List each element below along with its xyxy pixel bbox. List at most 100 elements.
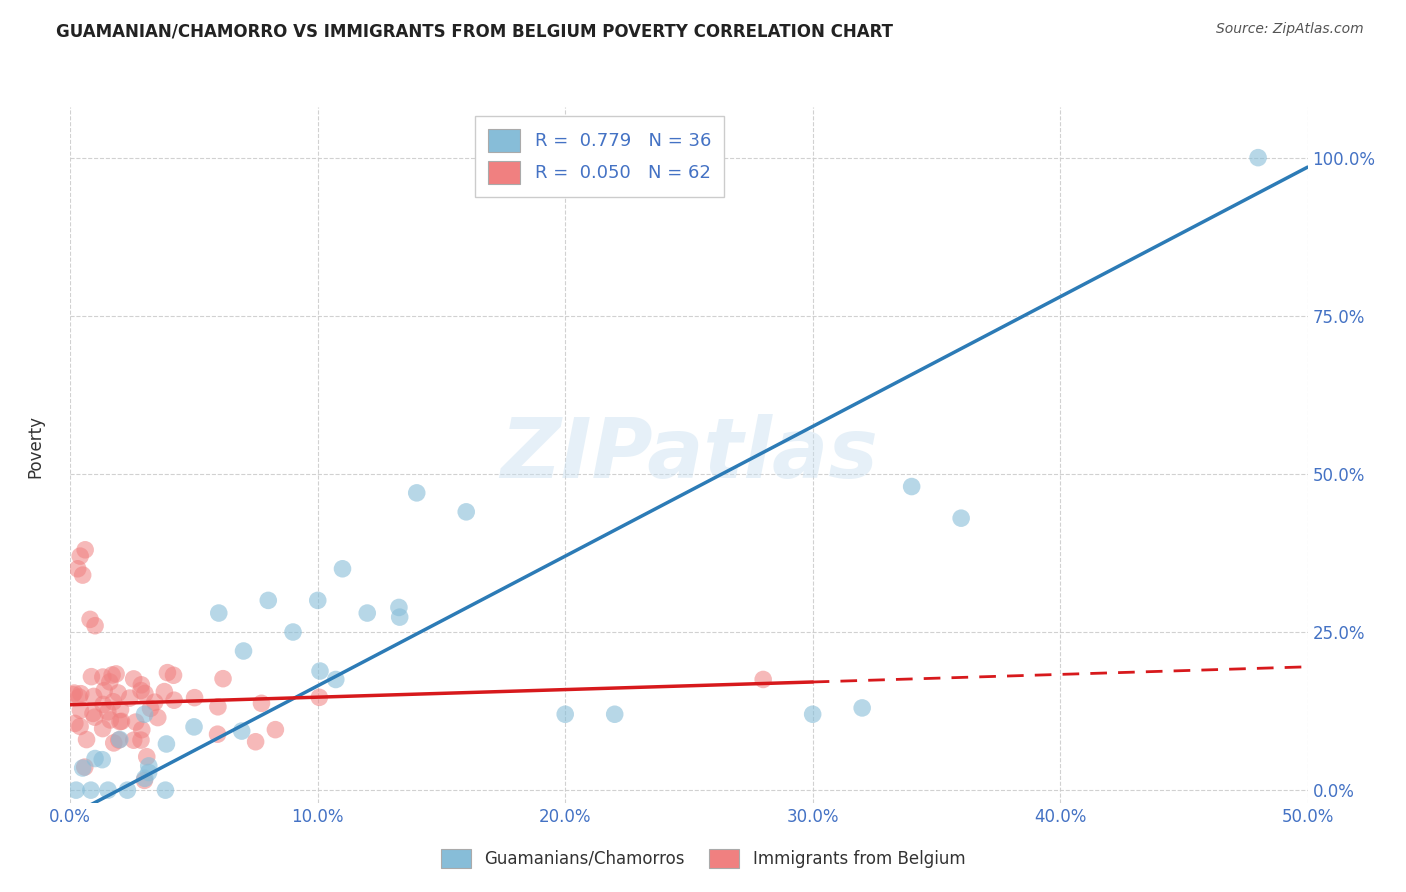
- Point: [69, 687, 91, 701]
- Point: [125, 715, 148, 730]
- Point: [356, 606, 378, 620]
- Point: [264, 723, 287, 737]
- Point: [129, 733, 152, 747]
- Point: [131, 678, 153, 692]
- Point: [388, 600, 411, 615]
- Point: [129, 683, 152, 698]
- Point: [103, 695, 125, 709]
- Point: [801, 707, 824, 722]
- Point: [134, 686, 156, 700]
- Point: [117, 783, 139, 797]
- Point: [91, 722, 114, 736]
- Point: [63, 686, 86, 700]
- Point: [156, 665, 179, 680]
- Point: [91, 698, 114, 712]
- Point: [67, 690, 90, 704]
- Point: [80, 783, 103, 797]
- Point: [752, 673, 775, 687]
- Point: [257, 593, 280, 607]
- Point: [91, 670, 114, 684]
- Point: [456, 505, 478, 519]
- Point: [122, 733, 145, 747]
- Point: [98, 674, 121, 689]
- Point: [134, 707, 156, 722]
- Point: [69, 719, 91, 733]
- Point: [162, 668, 184, 682]
- Point: [107, 686, 129, 700]
- Point: [183, 690, 205, 705]
- Point: [83, 710, 105, 724]
- Point: [76, 732, 98, 747]
- Point: [101, 668, 124, 682]
- Point: [65, 783, 87, 797]
- Point: [207, 699, 229, 714]
- Point: [122, 672, 145, 686]
- Point: [250, 696, 273, 710]
- Point: [91, 753, 114, 767]
- Point: [84, 618, 107, 632]
- Point: [232, 644, 254, 658]
- Point: [82, 706, 104, 721]
- Point: [1247, 151, 1270, 165]
- Point: [138, 759, 160, 773]
- Point: [554, 707, 576, 722]
- Legend: Guamanians/Chamorros, Immigrants from Belgium: Guamanians/Chamorros, Immigrants from Be…: [434, 842, 972, 875]
- Point: [153, 684, 176, 698]
- Point: [108, 732, 131, 747]
- Point: [245, 735, 267, 749]
- Point: [146, 710, 169, 724]
- Point: [66, 562, 89, 576]
- Point: [138, 765, 160, 780]
- Point: [208, 606, 231, 620]
- Point: [93, 683, 115, 698]
- Point: [83, 690, 105, 704]
- Point: [72, 568, 94, 582]
- Point: [73, 760, 96, 774]
- Point: [69, 549, 91, 563]
- Point: [155, 783, 177, 797]
- Point: [405, 486, 427, 500]
- Point: [79, 612, 101, 626]
- Point: [603, 707, 626, 722]
- Point: [851, 701, 873, 715]
- Point: [131, 723, 153, 737]
- Point: [105, 667, 128, 681]
- Point: [900, 479, 922, 493]
- Point: [212, 672, 235, 686]
- Point: [332, 562, 354, 576]
- Point: [110, 714, 132, 729]
- Point: [108, 733, 131, 747]
- Point: [388, 610, 411, 624]
- Point: [325, 673, 347, 687]
- Point: [62, 688, 84, 702]
- Point: [308, 690, 330, 705]
- Text: GUAMANIAN/CHAMORRO VS IMMIGRANTS FROM BELGIUM POVERTY CORRELATION CHART: GUAMANIAN/CHAMORRO VS IMMIGRANTS FROM BE…: [56, 22, 893, 40]
- Point: [135, 749, 157, 764]
- Point: [155, 737, 177, 751]
- Point: [309, 664, 332, 678]
- Text: Source: ZipAtlas.com: Source: ZipAtlas.com: [1216, 22, 1364, 37]
- Point: [207, 727, 229, 741]
- Point: [97, 783, 120, 797]
- Point: [80, 670, 103, 684]
- Text: Poverty: Poverty: [27, 415, 44, 477]
- Point: [139, 701, 162, 715]
- Point: [134, 772, 156, 786]
- Point: [103, 736, 125, 750]
- Point: [75, 542, 97, 557]
- Point: [183, 720, 205, 734]
- Point: [97, 705, 120, 719]
- Point: [307, 593, 329, 607]
- Point: [163, 693, 186, 707]
- Point: [110, 703, 132, 717]
- Point: [281, 625, 304, 640]
- Point: [143, 695, 166, 709]
- Point: [63, 716, 86, 731]
- Point: [231, 724, 253, 739]
- Point: [950, 511, 973, 525]
- Point: [118, 691, 141, 706]
- Legend: R =  0.779   N = 36, R =  0.050   N = 62: R = 0.779 N = 36, R = 0.050 N = 62: [475, 116, 724, 197]
- Point: [69, 703, 91, 717]
- Point: [134, 773, 156, 788]
- Point: [98, 713, 121, 727]
